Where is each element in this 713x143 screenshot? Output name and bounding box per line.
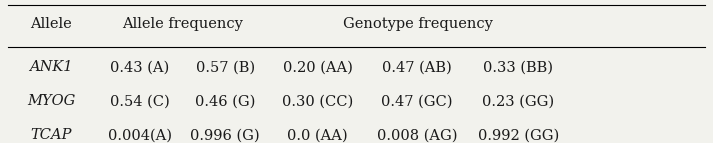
Text: 0.54 (C): 0.54 (C) — [110, 94, 170, 108]
Text: 0.33 (BB): 0.33 (BB) — [483, 60, 553, 74]
Text: 0.992 (GG): 0.992 (GG) — [478, 128, 559, 142]
Text: 0.20 (AA): 0.20 (AA) — [282, 60, 352, 74]
Text: 0.004(A): 0.004(A) — [108, 128, 172, 142]
Text: Genotype frequency: Genotype frequency — [343, 17, 493, 31]
Text: 0.43 (A): 0.43 (A) — [111, 60, 170, 74]
Text: ANK1: ANK1 — [29, 60, 73, 74]
Text: 0.46 (G): 0.46 (G) — [195, 94, 255, 108]
Text: 0.30 (CC): 0.30 (CC) — [282, 94, 353, 108]
Text: Allele frequency: Allele frequency — [122, 17, 243, 31]
Text: TCAP: TCAP — [31, 128, 72, 142]
Text: 0.47 (AB): 0.47 (AB) — [382, 60, 452, 74]
Text: 0.008 (AG): 0.008 (AG) — [376, 128, 457, 142]
Text: 0.23 (GG): 0.23 (GG) — [483, 94, 555, 108]
Text: MYOG: MYOG — [27, 94, 76, 108]
Text: 0.47 (GC): 0.47 (GC) — [381, 94, 453, 108]
Text: 0.57 (B): 0.57 (B) — [195, 60, 255, 74]
Text: 0.0 (AA): 0.0 (AA) — [287, 128, 348, 142]
Text: Allele: Allele — [30, 17, 72, 31]
Text: 0.996 (G): 0.996 (G) — [190, 128, 260, 142]
